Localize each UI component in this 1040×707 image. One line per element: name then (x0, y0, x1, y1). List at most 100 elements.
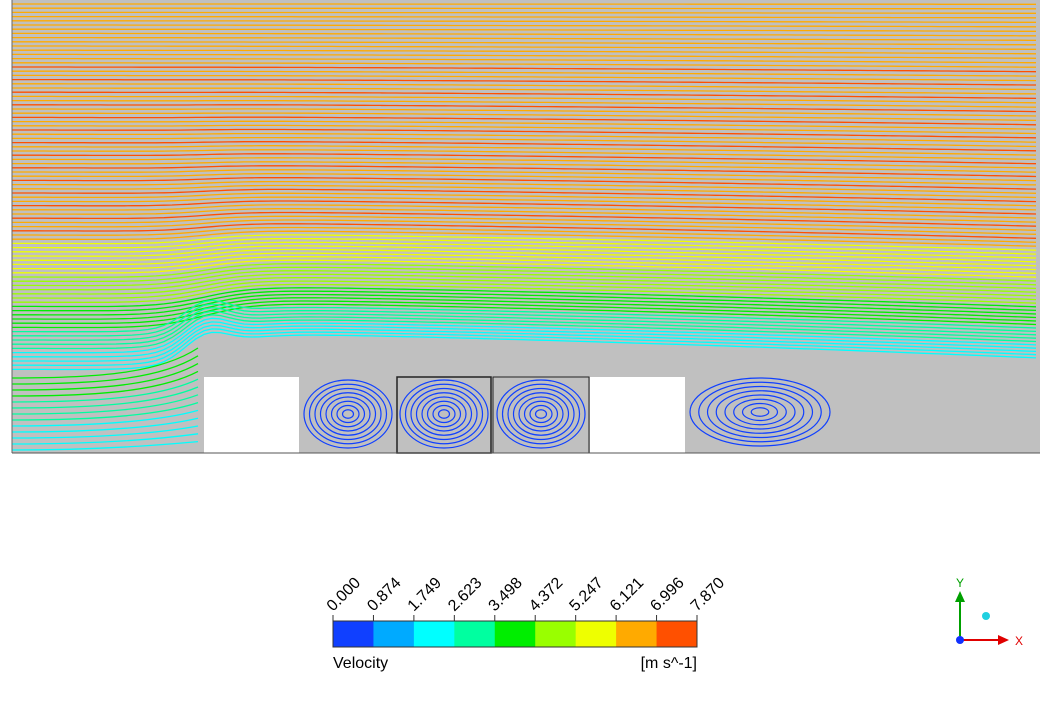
streamline (12, 32, 1036, 37)
streamline (12, 293, 1037, 316)
streamline (12, 241, 1037, 259)
streamline (12, 303, 1037, 337)
legend-frame (332, 620, 698, 648)
streamline (12, 11, 1036, 14)
streamline (12, 173, 1037, 186)
streamline (12, 15, 1036, 19)
vortex-line (706, 385, 814, 439)
legend-tick-label: 0.000 (324, 574, 364, 614)
legend-band (656, 621, 698, 647)
legend-band (535, 621, 577, 647)
streamline (11, 394, 199, 415)
legend-band (454, 621, 496, 647)
streamline (11, 425, 199, 439)
streamline (12, 328, 1037, 366)
streamline (12, 208, 1037, 223)
streamline (12, 132, 1037, 143)
streamline (12, 49, 1037, 55)
streamline (12, 120, 1037, 130)
streamline (12, 36, 1036, 41)
streamline (11, 355, 199, 385)
streamline (12, 7, 1036, 10)
streamline (12, 204, 1037, 219)
legend-title: Velocity (333, 655, 388, 672)
streamline (12, 157, 1037, 169)
streamline (12, 62, 1036, 68)
z-axis-dot (982, 612, 990, 620)
legend-band (616, 621, 658, 647)
streamline (12, 124, 1037, 135)
vortex-line (741, 402, 779, 422)
legend-band (373, 621, 415, 647)
streamline (12, 219, 1037, 235)
vortex-line (330, 400, 366, 428)
vortex-line (523, 400, 559, 428)
y-arrowhead (955, 591, 965, 602)
streamline (12, 70, 1036, 77)
streamline (11, 378, 199, 403)
legend: Velocity [m s^-1] 0.000 0.874 1.749 2.623 3.… (324, 574, 728, 672)
streamline (12, 196, 1037, 211)
streamline (11, 433, 199, 445)
vortex-line (325, 396, 371, 432)
streamline (12, 230, 1037, 247)
streamline (12, 24, 1036, 28)
legend-tick-label: 4.372 (526, 574, 566, 614)
vortex-line (507, 387, 575, 441)
legend-tick-label: 7.870 (688, 574, 728, 614)
streamline (11, 440, 199, 451)
streamline (12, 136, 1037, 148)
vortex-line (404, 383, 484, 445)
vortex-line (501, 383, 581, 445)
vortex-line (432, 404, 456, 424)
streamline (12, 273, 1037, 293)
legend-band (333, 621, 374, 647)
streamline (12, 287, 1037, 308)
vortex-line (534, 409, 548, 419)
streamline (12, 297, 1037, 320)
vortex-line (308, 383, 388, 445)
streamline (11, 386, 199, 409)
streamline (12, 169, 1037, 182)
streamline (12, 200, 1037, 215)
streamline (12, 177, 1037, 190)
vortex-line (724, 394, 796, 430)
streamline (12, 45, 1036, 50)
streamline (12, 91, 1037, 100)
vortex-line (341, 409, 355, 419)
streamline (11, 409, 199, 427)
streamline (12, 324, 1037, 362)
legend-band (413, 621, 455, 647)
streamline (11, 401, 199, 421)
vortex-line (314, 387, 382, 441)
streamline (12, 180, 1037, 194)
legend-tick-label: 5.247 (566, 574, 606, 614)
streamline (11, 363, 199, 391)
streamline (12, 256, 1037, 275)
legend-tick-label: 6.996 (647, 574, 687, 614)
streamline (12, 87, 1037, 95)
streamline (12, 74, 1037, 82)
vortex-line (512, 392, 570, 436)
streamline (12, 248, 1037, 267)
building (590, 377, 685, 453)
streamline (12, 300, 1037, 324)
legend-unit: [m s^-1] (641, 655, 697, 672)
streamline (12, 192, 1037, 207)
vortex-line (426, 400, 462, 428)
streamlines (11, 3, 1037, 451)
streamline (12, 245, 1037, 263)
vortex-line (319, 392, 377, 436)
streamline (12, 237, 1037, 255)
streamline (12, 263, 1037, 282)
building (204, 377, 299, 453)
streamline (12, 259, 1037, 278)
streamline (12, 234, 1037, 251)
vortex-line (437, 409, 451, 419)
streamline (12, 211, 1037, 227)
streamline (12, 78, 1036, 86)
streamline (12, 266, 1037, 286)
legend-tick-label: 2.623 (445, 574, 485, 614)
vortex-line (715, 390, 805, 434)
legend-tick-label: 3.498 (486, 574, 526, 614)
